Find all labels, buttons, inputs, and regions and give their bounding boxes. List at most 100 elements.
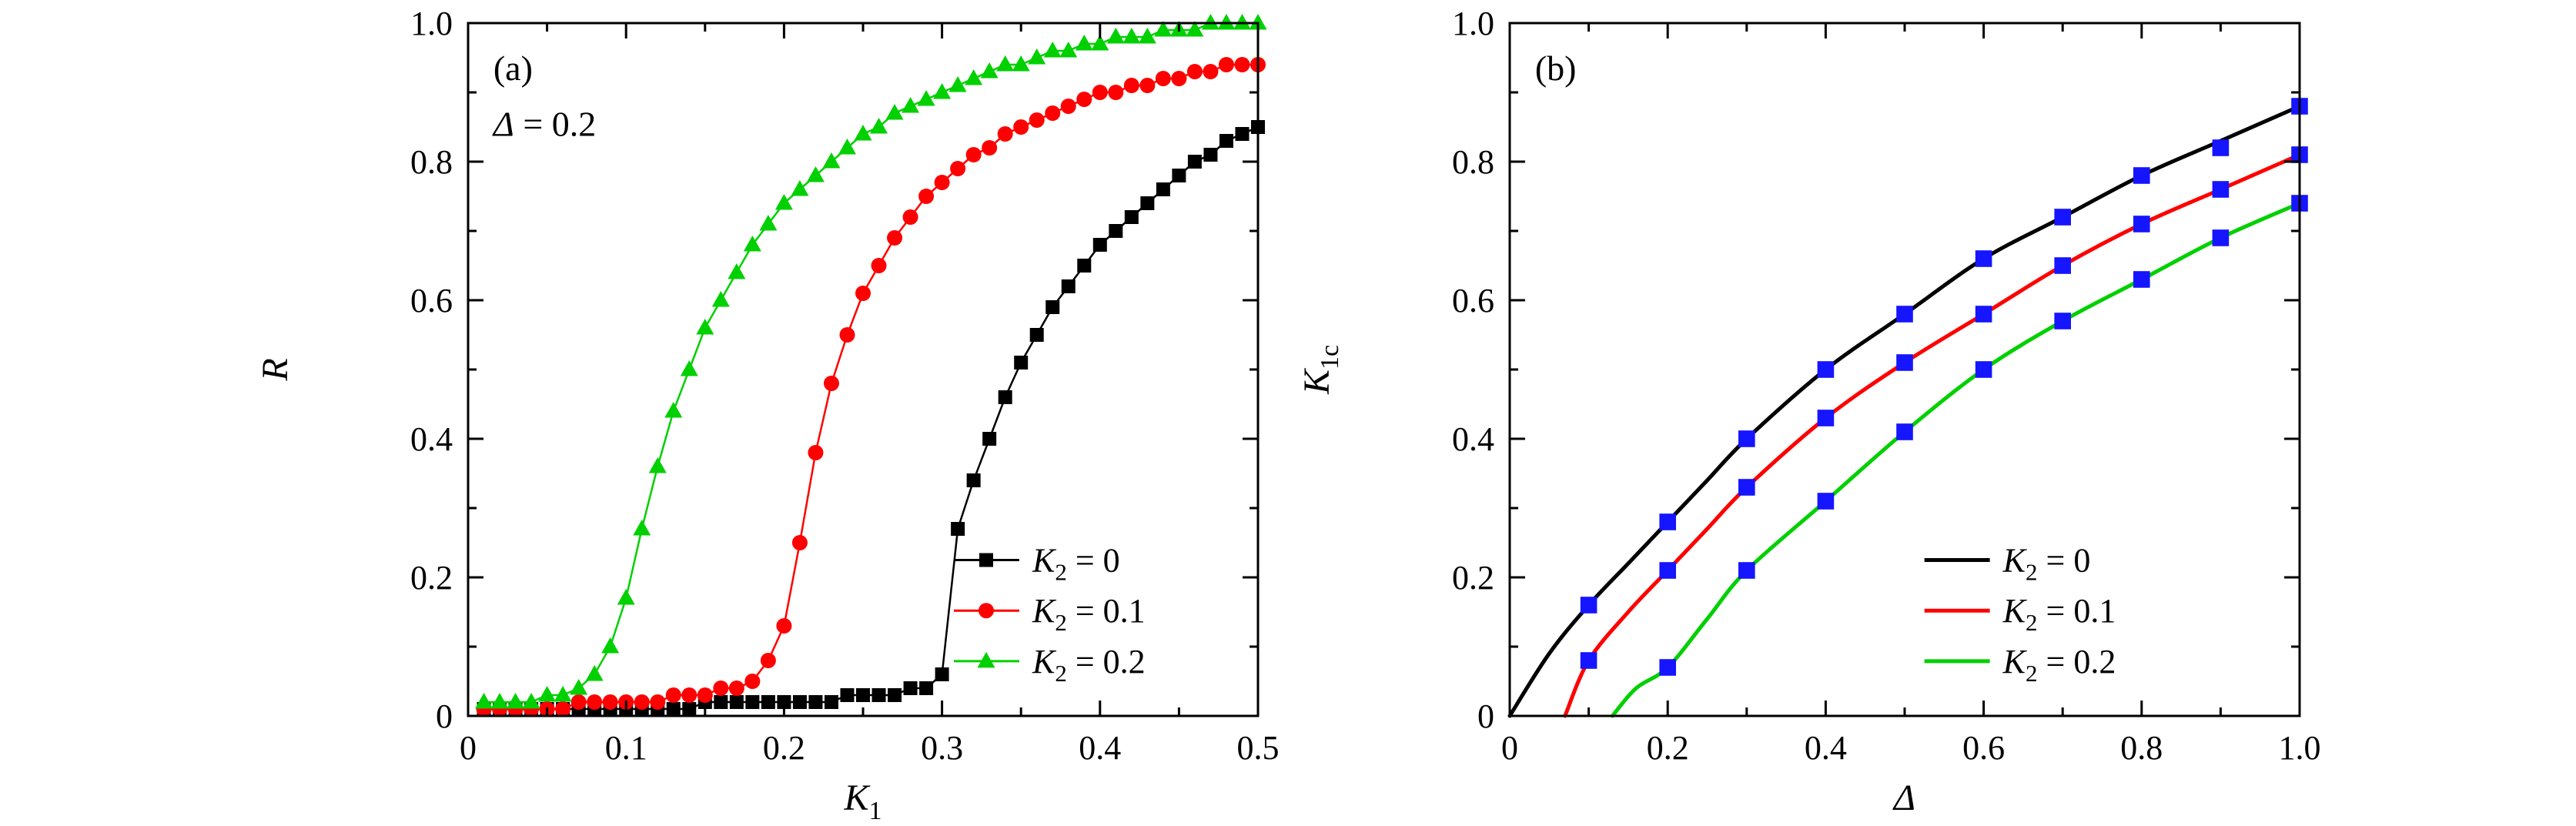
data-point-marker bbox=[1896, 423, 1913, 440]
data-point-marker bbox=[745, 695, 760, 709]
data-point-marker bbox=[1659, 659, 1676, 676]
data-point-marker bbox=[728, 263, 746, 279]
y-axis-label: K1c bbox=[1296, 345, 1344, 395]
data-point-marker bbox=[633, 520, 651, 536]
legend: K2 = 0 K2 = 0.1 K2 = 0.2 bbox=[1924, 542, 2116, 687]
data-point-marker bbox=[1077, 259, 1092, 273]
data-point-marker bbox=[2133, 167, 2150, 184]
x-tick-label: 0.4 bbox=[1079, 729, 1121, 767]
panel-a: 0 0.1 0.2 0.3 0.4 0.5 0 0.2 0.4 0.6 0.8 1.0 K1 R (a) Δ … bbox=[255, 5, 1280, 825]
data-point-marker bbox=[2054, 313, 2071, 329]
data-point-marker bbox=[2054, 209, 2071, 226]
data-point-marker bbox=[870, 118, 888, 134]
data-point-marker bbox=[1738, 562, 1755, 579]
data-point-marker bbox=[1975, 306, 1992, 323]
x-tick-label: 0.3 bbox=[921, 729, 963, 767]
series-1 bbox=[476, 57, 1266, 717]
series-2 bbox=[1610, 195, 2308, 718]
data-point-marker bbox=[697, 687, 713, 703]
data-point-marker bbox=[1076, 92, 1092, 107]
data-point-marker bbox=[934, 175, 950, 190]
data-point-marker bbox=[1817, 493, 1835, 510]
data-point-marker bbox=[1896, 306, 1913, 323]
data-point-marker bbox=[982, 140, 998, 156]
y-tick-label: 0.8 bbox=[410, 143, 453, 181]
x-tick-label: 1.0 bbox=[2279, 729, 2321, 767]
data-point-marker bbox=[522, 693, 540, 709]
data-point-marker bbox=[696, 319, 714, 335]
data-point-marker bbox=[1156, 182, 1170, 196]
y-tick-label: 0.4 bbox=[1452, 420, 1494, 458]
data-point-marker bbox=[602, 694, 618, 710]
data-point-marker bbox=[507, 693, 525, 709]
legend-row-1: K2 = 0.1 bbox=[953, 592, 1146, 636]
data-point-marker bbox=[806, 166, 825, 182]
data-point-marker bbox=[1123, 78, 1139, 93]
annotation-delta: Δ = 0.2 bbox=[492, 105, 596, 144]
data-point-marker bbox=[1012, 55, 1030, 72]
data-point-marker bbox=[729, 695, 744, 709]
x-axis-label: K1 bbox=[843, 778, 882, 825]
data-point-marker bbox=[2212, 229, 2230, 246]
data-point-marker bbox=[1029, 112, 1045, 128]
legend-label: K2 = 0 bbox=[2002, 542, 2091, 586]
ticks: 0 0.1 0.2 0.3 0.4 0.5 0 0.2 0.4 0.6 0.8 1.0 bbox=[410, 5, 1280, 767]
data-point-marker bbox=[902, 209, 918, 225]
data-point-marker bbox=[760, 653, 776, 668]
series-curve bbox=[1507, 104, 2302, 718]
data-point-marker bbox=[1154, 21, 1173, 37]
data-point-marker bbox=[1045, 105, 1061, 121]
series-0 bbox=[477, 120, 1265, 716]
data-point-marker bbox=[791, 180, 809, 196]
data-point-marker bbox=[933, 83, 952, 99]
data-point-marker bbox=[2054, 257, 2071, 274]
data-point-marker bbox=[966, 473, 981, 487]
x-tick-label: 0.1 bbox=[605, 729, 647, 767]
ticks: 0 0.2 0.4 0.6 0.8 1.0 0 0.2 0.4 0.6 0.8 1.0 bbox=[1452, 5, 2321, 767]
data-point-marker bbox=[1060, 99, 1076, 114]
data-point-marker bbox=[808, 445, 824, 460]
data-point-marker bbox=[951, 522, 965, 536]
data-point-marker bbox=[887, 230, 903, 246]
legend-row-0: K2 = 0 bbox=[953, 542, 1120, 586]
data-point-marker bbox=[1201, 14, 1219, 30]
series-points bbox=[1580, 98, 2308, 614]
series-curve bbox=[1610, 201, 2302, 718]
data-point-marker bbox=[617, 589, 635, 605]
x-tick-label: 0.8 bbox=[2120, 729, 2163, 767]
data-point-marker bbox=[1028, 48, 1046, 65]
data-point-marker bbox=[1059, 42, 1078, 58]
data-point-marker bbox=[903, 681, 918, 695]
legend-label: K2 = 0.1 bbox=[2002, 592, 2116, 636]
data-point-marker bbox=[1975, 361, 1992, 378]
data-point-marker bbox=[714, 695, 728, 709]
data-point-marker bbox=[1249, 14, 1267, 30]
data-point-marker bbox=[1140, 196, 1155, 210]
data-point-marker bbox=[1106, 28, 1125, 44]
data-point-marker bbox=[1092, 238, 1107, 252]
data-point-marker bbox=[965, 69, 983, 85]
data-point-marker bbox=[650, 694, 666, 710]
data-point-marker bbox=[554, 686, 572, 702]
legend-label: K2 = 0.2 bbox=[1032, 643, 1146, 687]
legend-row-1: K2 = 0.1 bbox=[1924, 592, 2116, 636]
data-point-marker bbox=[1203, 148, 1218, 162]
data-point-marker bbox=[744, 674, 761, 689]
data-point-marker bbox=[570, 679, 588, 695]
y-tick-label: 0 bbox=[1477, 697, 1494, 735]
data-point-marker bbox=[555, 701, 571, 717]
legend-marker bbox=[979, 553, 993, 567]
data-point-marker bbox=[948, 76, 967, 92]
data-point-marker bbox=[585, 665, 604, 681]
series-markers bbox=[477, 120, 1265, 716]
y-tick-label: 1.0 bbox=[1452, 5, 1494, 42]
series-points bbox=[1659, 195, 2308, 676]
data-point-marker bbox=[681, 687, 698, 703]
x-tick-label: 0 bbox=[1501, 729, 1518, 767]
data-point-marker bbox=[1122, 28, 1141, 44]
data-point-marker bbox=[601, 637, 620, 654]
data-point-marker bbox=[538, 686, 557, 702]
data-point-marker bbox=[587, 694, 603, 710]
data-point-marker bbox=[838, 139, 856, 155]
